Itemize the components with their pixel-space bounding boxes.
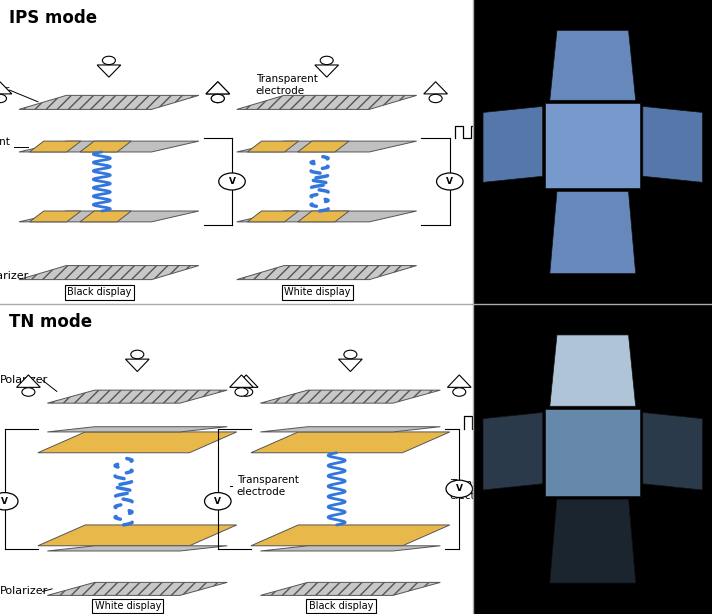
Polygon shape [236, 141, 417, 152]
Polygon shape [251, 525, 450, 546]
Circle shape [320, 56, 333, 64]
Polygon shape [338, 359, 362, 371]
Circle shape [211, 95, 224, 103]
Polygon shape [97, 65, 121, 77]
Text: V: V [214, 497, 221, 506]
Text: Display image of  TN: Display image of TN [528, 593, 658, 606]
Polygon shape [29, 211, 81, 222]
Text: Display image of IPS: Display image of IPS [528, 283, 657, 297]
Polygon shape [29, 141, 81, 152]
Circle shape [240, 387, 253, 396]
Text: Polarizer: Polarizer [0, 85, 11, 95]
Text: V: V [456, 484, 463, 494]
Text: V: V [446, 177, 454, 186]
Text: IPS mode: IPS mode [9, 9, 98, 27]
Circle shape [453, 387, 466, 396]
Polygon shape [236, 266, 417, 279]
Text: Transparent
electrode: Transparent electrode [450, 479, 512, 501]
Circle shape [22, 387, 35, 396]
Polygon shape [47, 546, 227, 551]
Text: Transparent
electrode: Transparent electrode [236, 475, 298, 497]
Circle shape [235, 387, 248, 396]
Polygon shape [236, 95, 417, 109]
Polygon shape [550, 192, 636, 274]
Circle shape [0, 95, 6, 103]
Circle shape [131, 350, 144, 359]
Polygon shape [38, 525, 236, 546]
Text: Transparent
electrode: Transparent electrode [0, 138, 10, 159]
Text: Polarizer: Polarizer [0, 271, 29, 281]
Circle shape [0, 492, 18, 510]
Polygon shape [206, 82, 230, 94]
Polygon shape [206, 82, 230, 94]
Polygon shape [315, 65, 338, 77]
Polygon shape [545, 103, 641, 188]
Polygon shape [447, 375, 471, 387]
Circle shape [429, 95, 442, 103]
Circle shape [204, 492, 231, 510]
Polygon shape [643, 106, 703, 182]
Polygon shape [643, 413, 703, 490]
Polygon shape [19, 95, 199, 109]
Text: Polarizer: Polarizer [0, 586, 48, 596]
Polygon shape [483, 413, 543, 490]
Polygon shape [545, 410, 641, 496]
Polygon shape [261, 427, 440, 432]
Polygon shape [247, 141, 298, 152]
Text: Transparent
electrode: Transparent electrode [256, 74, 318, 96]
Polygon shape [550, 499, 636, 583]
Polygon shape [550, 335, 636, 406]
Polygon shape [0, 82, 12, 94]
Polygon shape [550, 30, 636, 100]
Polygon shape [16, 375, 41, 387]
Polygon shape [19, 211, 199, 222]
Circle shape [103, 56, 115, 64]
Text: V: V [229, 177, 236, 186]
Polygon shape [47, 390, 227, 403]
Polygon shape [80, 141, 131, 152]
Text: Black display: Black display [67, 287, 132, 297]
Circle shape [436, 173, 463, 190]
Polygon shape [19, 266, 199, 279]
Text: White display: White display [284, 287, 350, 297]
Polygon shape [483, 106, 543, 182]
Polygon shape [261, 582, 440, 596]
Polygon shape [234, 375, 258, 387]
Polygon shape [19, 141, 199, 152]
Polygon shape [236, 211, 417, 222]
Polygon shape [230, 375, 253, 387]
Text: White display: White display [95, 601, 161, 611]
Polygon shape [298, 141, 349, 152]
Polygon shape [298, 211, 349, 222]
Polygon shape [247, 211, 298, 222]
Polygon shape [47, 582, 227, 596]
Polygon shape [261, 546, 440, 551]
Polygon shape [47, 427, 227, 432]
Text: V: V [1, 497, 9, 506]
Circle shape [211, 95, 224, 103]
Polygon shape [251, 432, 450, 453]
Circle shape [344, 350, 357, 359]
Polygon shape [38, 432, 236, 453]
Circle shape [446, 480, 473, 497]
Polygon shape [80, 211, 131, 222]
Polygon shape [125, 359, 149, 371]
Polygon shape [424, 82, 447, 94]
Text: TN mode: TN mode [9, 313, 93, 331]
Text: Black display: Black display [309, 601, 373, 611]
Polygon shape [261, 390, 440, 403]
Circle shape [219, 173, 245, 190]
Text: Polarizer: Polarizer [0, 375, 48, 386]
